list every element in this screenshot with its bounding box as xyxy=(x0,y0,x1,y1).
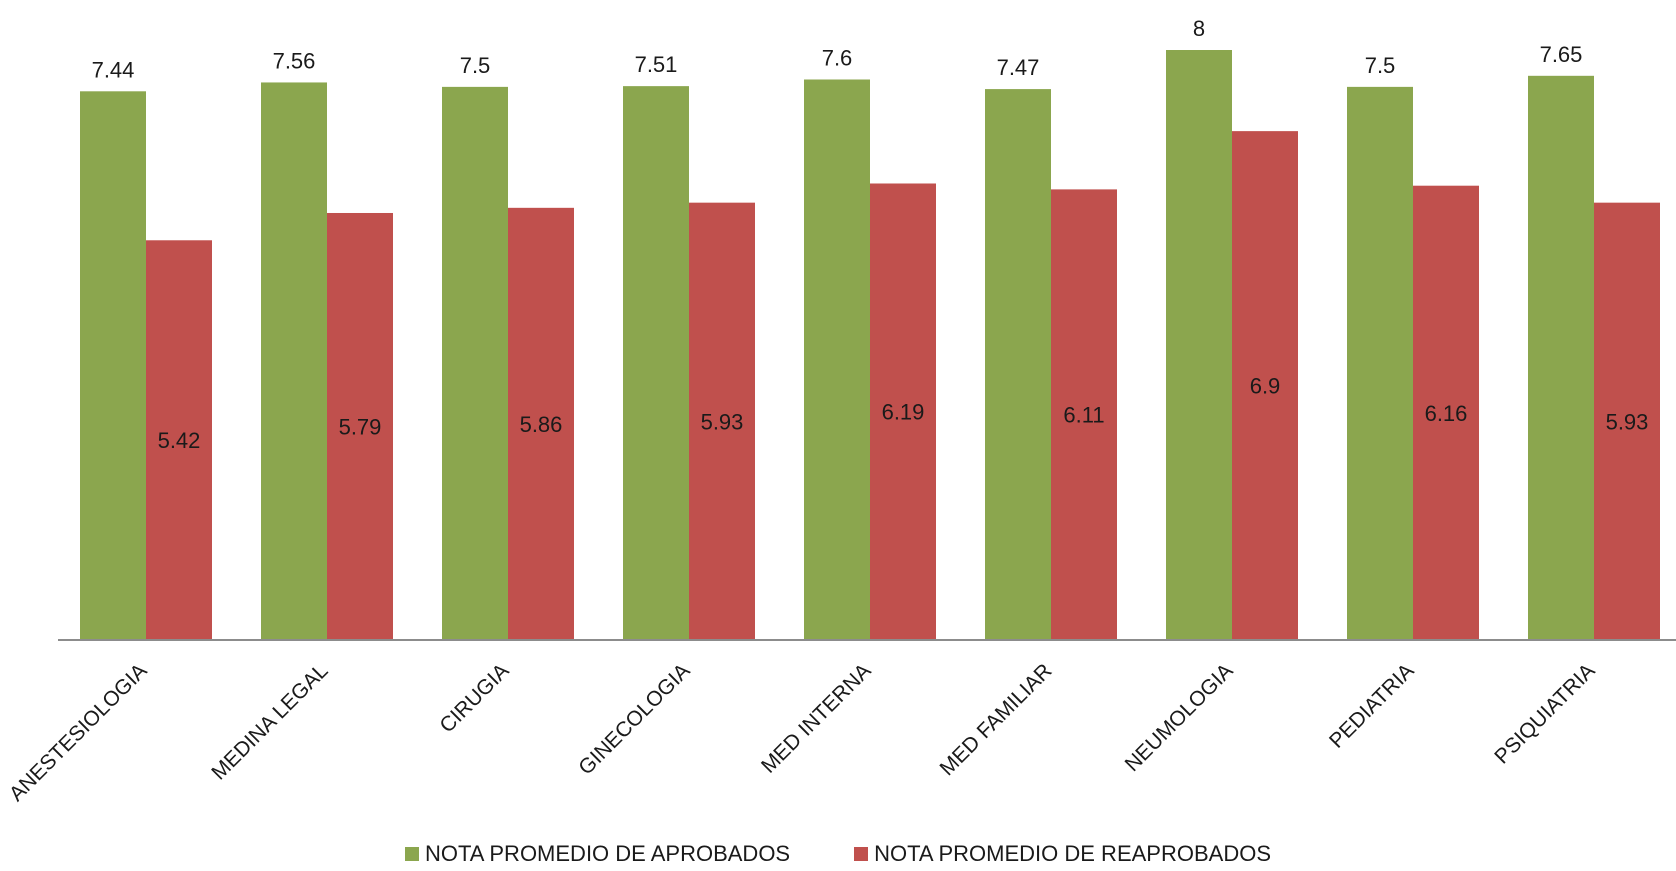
category-label-8: PSIQUIATRIA xyxy=(1490,659,1599,768)
category-label-2: CIRUGIA xyxy=(435,659,513,737)
bar-aprobados-4 xyxy=(804,79,870,640)
value-label-reaprobados-5: 6.11 xyxy=(1063,403,1104,428)
bar-aprobados-2 xyxy=(442,86,508,640)
value-label-reaprobados-3: 5.93 xyxy=(701,409,744,434)
category-label-4: MED INTERNA xyxy=(757,659,876,778)
legend-label-aprobados: NOTA PROMEDIO DE APROBADOS xyxy=(425,841,791,866)
value-label-reaprobados-1: 5.79 xyxy=(339,414,382,439)
category-labels-group: ANESTESIOLOGIA MEDINA LEGAL CIRUGIA GINECOL… xyxy=(5,659,1600,806)
category-label-0: ANESTESIOLOGIA xyxy=(5,659,152,806)
legend-label-reaprobados: NOTA PROMEDIO DE REAPROBADOS xyxy=(874,841,1271,866)
value-label-reaprobados-8: 5.93 xyxy=(1606,409,1649,434)
bar-reaprobados-6 xyxy=(1232,131,1298,640)
value-label-reaprobados-4: 6.19 xyxy=(882,400,925,425)
value-label-reaprobados-7: 6.16 xyxy=(1425,401,1468,426)
bar-chart: 7.44 5.42 7.56 5.79 7.5 5.86 7.51 5.93 7.6 6.19 7.… xyxy=(5,16,1676,806)
value-label-aprobados-0: 7.44 xyxy=(92,57,135,82)
value-label-aprobados-1: 7.56 xyxy=(273,48,316,73)
bar-aprobados-7 xyxy=(1347,86,1413,640)
category-label-1: MEDINA LEGAL xyxy=(207,659,332,784)
bar-reaprobados-4 xyxy=(870,183,936,641)
legend-swatch-reaprobados xyxy=(854,847,869,861)
bar-reaprobados-0 xyxy=(146,240,212,640)
bar-aprobados-0 xyxy=(80,91,146,641)
bar-aprobados-3 xyxy=(623,86,689,640)
value-label-reaprobados-2: 5.86 xyxy=(520,412,563,437)
category-label-5: MED FAMILIAR xyxy=(935,659,1056,780)
category-label-3: GINECOLOGIA xyxy=(574,659,694,779)
bars-group xyxy=(80,50,1660,641)
legend-item-aprobados: NOTA PROMEDIO DE APROBADOS xyxy=(405,841,790,867)
legend-item-reaprobados: NOTA PROMEDIO DE REAPROBADOS xyxy=(854,841,1271,867)
legend-swatch-aprobados xyxy=(405,847,419,861)
value-label-aprobados-6: 8 xyxy=(1193,16,1205,41)
category-label-6: NEUMOLOGIA xyxy=(1121,659,1238,776)
bar-reaprobados-7 xyxy=(1413,185,1479,640)
bar-reaprobados-1 xyxy=(327,212,393,641)
value-label-reaprobados-0: 5.42 xyxy=(158,428,201,453)
value-label-aprobados-3: 7.51 xyxy=(635,52,678,77)
bar-aprobados-8 xyxy=(1528,75,1594,640)
value-label-aprobados-4: 7.6 xyxy=(822,46,853,71)
bar-reaprobados-2 xyxy=(508,207,574,640)
bar-reaprobados-3 xyxy=(689,202,755,640)
bar-reaprobados-8 xyxy=(1594,202,1660,640)
bar-reaprobados-5 xyxy=(1051,189,1117,640)
value-label-aprobados-7: 7.5 xyxy=(1365,53,1396,78)
value-label-aprobados-5: 7.47 xyxy=(997,55,1040,80)
value-label-aprobados-2: 7.5 xyxy=(460,53,491,78)
bar-aprobados-5 xyxy=(985,89,1051,640)
legend: NOTA PROMEDIO DE APROBADOS NOTA PROMEDIO… xyxy=(0,841,1676,867)
bar-aprobados-6 xyxy=(1166,50,1232,640)
value-labels-group: 7.44 5.42 7.56 5.79 7.5 5.86 7.51 5.93 7.6 6.19 7.… xyxy=(92,16,1649,453)
value-label-aprobados-8: 7.65 xyxy=(1540,42,1583,67)
category-label-7: PEDIATRIA xyxy=(1325,659,1419,753)
value-label-reaprobados-6: 6.9 xyxy=(1250,374,1281,399)
bar-aprobados-1 xyxy=(261,82,327,640)
